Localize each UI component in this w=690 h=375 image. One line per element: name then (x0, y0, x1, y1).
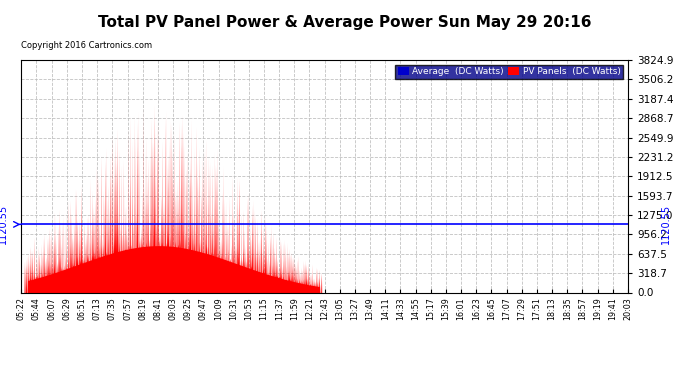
Legend: Average  (DC Watts), PV Panels  (DC Watts): Average (DC Watts), PV Panels (DC Watts) (395, 64, 623, 79)
Text: Total PV Panel Power & Average Power Sun May 29 20:16: Total PV Panel Power & Average Power Sun… (98, 15, 592, 30)
Text: 1120.55: 1120.55 (661, 204, 671, 245)
Text: 1120.55: 1120.55 (0, 204, 8, 245)
Text: Copyright 2016 Cartronics.com: Copyright 2016 Cartronics.com (21, 41, 152, 50)
